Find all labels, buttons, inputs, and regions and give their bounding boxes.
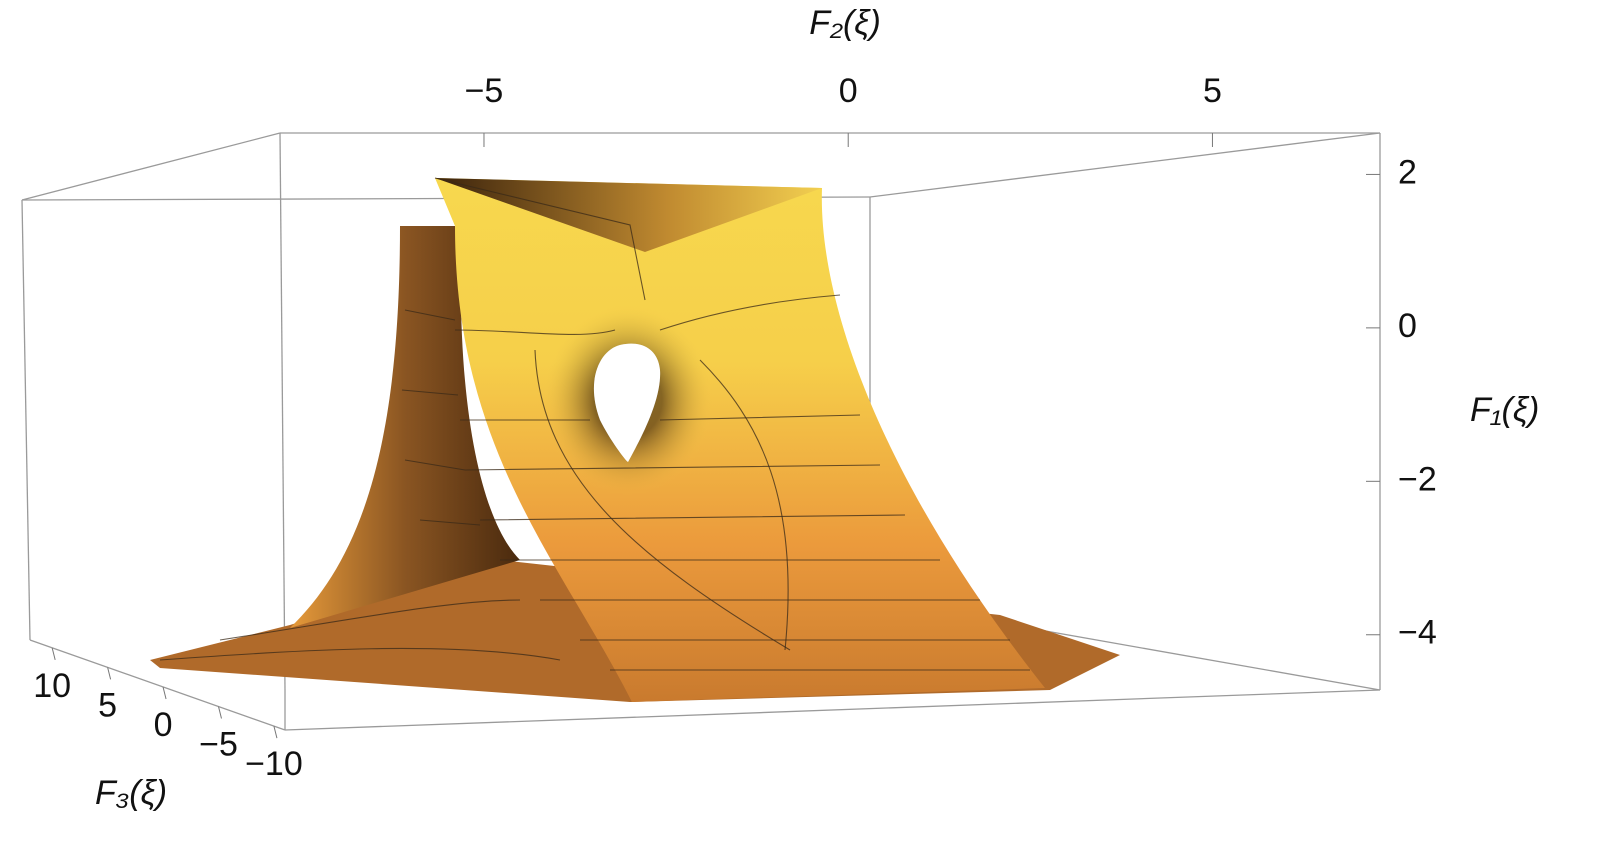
x-axis-title: F₂(ξ) bbox=[809, 4, 881, 42]
z-tick-label: −10 bbox=[245, 745, 303, 783]
x-tick-label: −5 bbox=[465, 72, 504, 110]
z-axis-title: F₃(ξ) bbox=[95, 774, 167, 812]
y-tick-label: −2 bbox=[1398, 460, 1437, 498]
z-tick-label: 0 bbox=[154, 706, 173, 744]
z-tick bbox=[107, 667, 112, 680]
z-tick bbox=[217, 706, 222, 719]
x-tick-label: 0 bbox=[839, 72, 858, 110]
z-tick-label: −5 bbox=[199, 726, 238, 764]
z-tick bbox=[273, 725, 278, 739]
y-tick-label: 0 bbox=[1398, 307, 1417, 345]
surface bbox=[150, 177, 1120, 702]
z-tick-label: 10 bbox=[33, 667, 71, 705]
y-tick-label: −4 bbox=[1398, 614, 1437, 652]
z-tick bbox=[162, 686, 167, 700]
z-tick bbox=[51, 647, 56, 660]
x-tick-label: 5 bbox=[1203, 72, 1222, 110]
y-axis-title: F₁(ξ) bbox=[1470, 391, 1539, 429]
z-tick-label: 5 bbox=[98, 686, 117, 724]
y-tick-label: 2 bbox=[1398, 153, 1417, 191]
